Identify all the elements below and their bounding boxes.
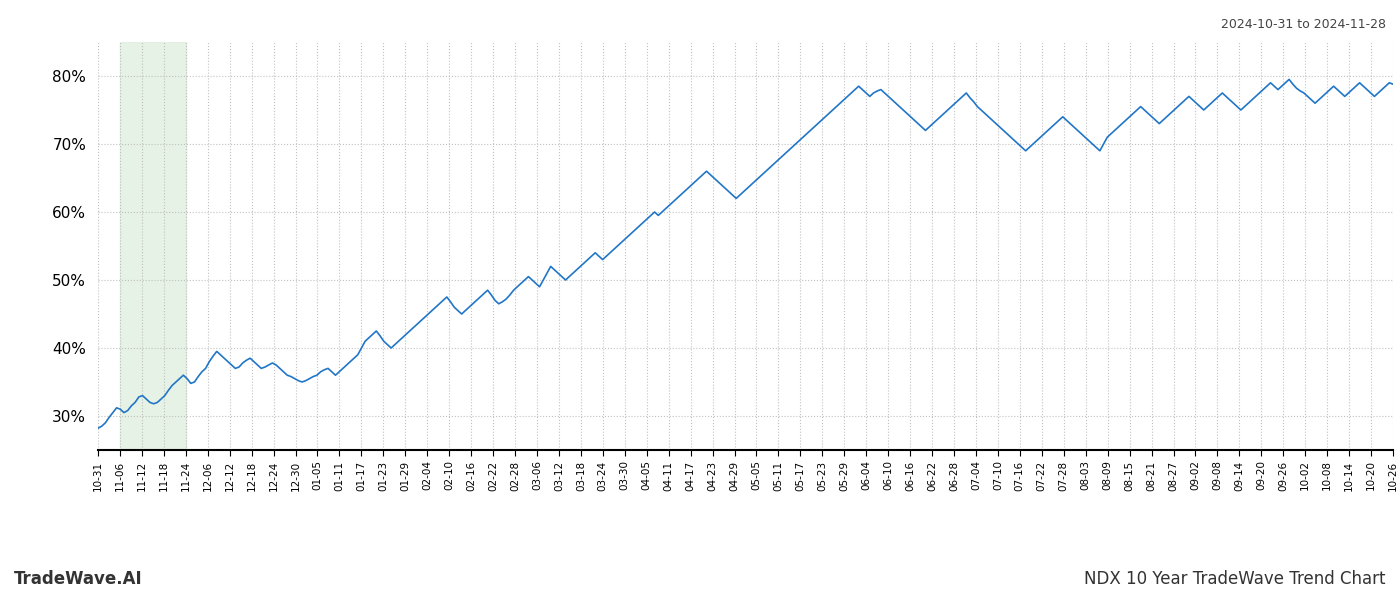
Text: TradeWave.AI: TradeWave.AI [14,570,143,588]
Text: 2024-10-31 to 2024-11-28: 2024-10-31 to 2024-11-28 [1221,18,1386,31]
Text: NDX 10 Year TradeWave Trend Chart: NDX 10 Year TradeWave Trend Chart [1085,570,1386,588]
Bar [120,42,186,450]
